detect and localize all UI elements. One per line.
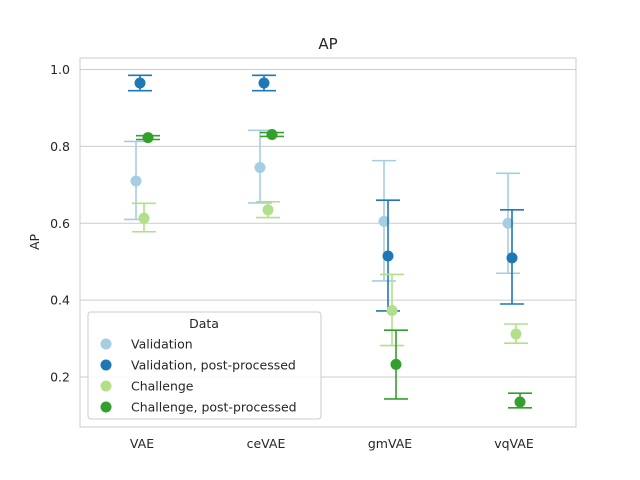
data-point — [130, 175, 142, 187]
legend-label: Challenge, post-processed — [131, 400, 297, 415]
x-tick-label: gmVAE — [368, 436, 412, 451]
data-point — [262, 204, 274, 216]
data-point — [134, 77, 146, 89]
y-tick-labels: 0.2 0.4 0.6 0.8 1.0 — [50, 62, 70, 385]
legend-box — [87, 311, 322, 420]
data-point — [510, 328, 522, 340]
x-tick-label: vqVAE — [494, 436, 534, 451]
series-group — [132, 200, 528, 347]
data-point — [266, 128, 278, 140]
x-tick-label: VAE — [130, 436, 154, 451]
chart-title: AP — [318, 35, 337, 53]
y-tick-label: 0.4 — [50, 293, 70, 308]
data-point — [390, 358, 402, 370]
data-point — [254, 162, 266, 174]
legend-marker — [100, 401, 112, 413]
series-group — [128, 74, 524, 312]
legend-label: Validation — [131, 337, 193, 352]
y-tick-label: 1.0 — [50, 62, 70, 77]
legend-title: Data — [189, 316, 219, 331]
data-point — [142, 132, 154, 144]
data-point — [506, 252, 518, 264]
legend-label: Validation, post-processed — [131, 358, 296, 373]
legend-label: Challenge — [131, 379, 194, 394]
y-tick-label: 0.8 — [50, 139, 70, 154]
data-point — [514, 396, 526, 408]
legend-marker — [100, 338, 112, 350]
legend-marker — [100, 380, 112, 392]
data-point — [138, 212, 150, 224]
legend-marker — [100, 359, 112, 371]
data-marks — [124, 74, 532, 409]
y-tick-label: 0.2 — [50, 370, 70, 385]
data-point — [502, 217, 514, 229]
data-point — [258, 77, 270, 89]
legend: Data Validation Validation, post-processe… — [87, 311, 322, 420]
series-group — [136, 128, 532, 409]
x-tick-labels: VAE ceVAE gmVAE vqVAE — [130, 436, 534, 451]
plot-frame — [79, 57, 577, 428]
y-tick-label: 0.6 — [50, 216, 70, 231]
data-point — [386, 305, 398, 317]
y-axis-label: AP — [27, 233, 42, 250]
x-tick-label: ceVAE — [247, 436, 286, 451]
data-point — [378, 215, 390, 227]
data-point — [382, 250, 394, 262]
